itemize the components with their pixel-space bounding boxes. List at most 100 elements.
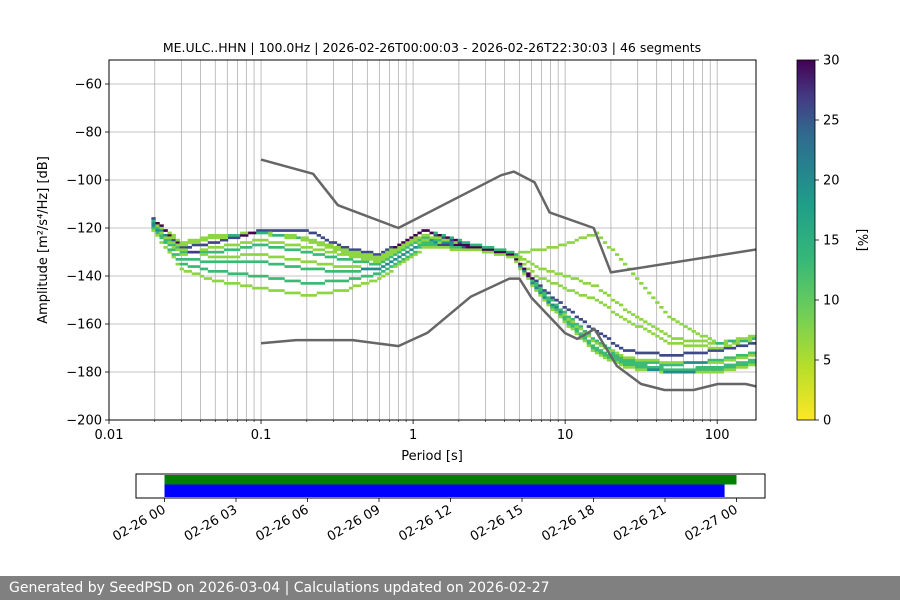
psd-cell <box>655 301 660 304</box>
psd-cell <box>635 368 640 372</box>
psd-cell <box>465 241 471 244</box>
psd-cell <box>699 370 704 374</box>
psd-cell <box>425 229 430 232</box>
psd-cell <box>312 231 317 235</box>
psd-cell <box>538 286 543 290</box>
psd-cell <box>719 349 725 352</box>
psd-cell <box>614 253 620 256</box>
psd-cell <box>219 250 225 254</box>
psd-cell <box>151 217 156 220</box>
psd-cell <box>606 306 612 309</box>
psd-cell <box>590 296 596 300</box>
psd-cell <box>586 234 592 237</box>
psd-cell <box>614 351 620 355</box>
psd-cell <box>574 332 579 336</box>
psd-cell <box>288 243 293 247</box>
psd-cell <box>453 246 459 249</box>
psd-cell <box>264 260 269 264</box>
psd-cell <box>566 274 571 278</box>
psd-cell <box>320 291 326 295</box>
psd-cell <box>691 351 696 355</box>
psd-cell <box>236 248 241 252</box>
psd-cell <box>324 243 330 247</box>
psd-cell <box>433 238 438 242</box>
psd-cell <box>191 250 197 254</box>
psd-cell <box>227 234 233 237</box>
psd-cell <box>679 322 684 326</box>
psd-cell <box>598 351 604 355</box>
psd-cell <box>231 272 237 276</box>
psd-cell <box>586 332 592 336</box>
psd-cell <box>433 243 438 247</box>
psd-cell <box>260 243 265 247</box>
psd-cell <box>344 246 350 249</box>
psd-cell <box>227 282 233 285</box>
psd-cell <box>348 248 354 252</box>
psd-cell <box>276 241 281 244</box>
psd-cell <box>248 274 253 278</box>
psd-cell <box>518 262 523 266</box>
psd-cell <box>244 234 249 237</box>
psd-cell <box>731 368 737 372</box>
psd-cell <box>522 267 527 271</box>
psd-cell <box>610 351 616 355</box>
psd-cell <box>219 270 225 273</box>
psd-cell <box>268 255 273 259</box>
psd-cell <box>534 289 539 292</box>
psd-cell <box>292 243 297 247</box>
footer: Generated by SeedPSD on 2026-03-04 | Cal… <box>0 576 900 600</box>
psd-cell <box>526 277 531 280</box>
psd-cell <box>485 250 491 254</box>
psd-cell <box>268 234 273 237</box>
psd-cell <box>735 363 741 367</box>
psd-cell <box>441 234 446 237</box>
colorbar-tick-label: 25 <box>823 114 840 129</box>
psd-cell <box>352 284 358 288</box>
psd-cell <box>485 246 491 249</box>
psd-cell <box>244 260 249 264</box>
psd-cell <box>574 322 579 326</box>
psd-cell <box>288 258 293 261</box>
psd-cell <box>179 248 184 252</box>
psd-cell <box>566 322 571 326</box>
psd-cell <box>590 346 596 350</box>
psd-cell <box>627 349 632 352</box>
psd-cell <box>256 253 261 256</box>
psd-cell <box>417 246 422 249</box>
psd-cell <box>316 282 321 285</box>
psd-cell <box>405 250 410 254</box>
psd-cell <box>195 241 201 244</box>
psd-cell <box>356 270 362 273</box>
psd-cell <box>453 248 459 252</box>
psd-cell <box>352 277 358 280</box>
psd-cell <box>256 238 261 242</box>
psd-cell <box>360 274 366 278</box>
psd-cell <box>385 258 390 261</box>
psd-cell <box>163 234 168 237</box>
noise-model-nhnm <box>260 158 756 274</box>
psd-cell <box>300 238 305 242</box>
psd-cell <box>373 279 378 283</box>
psd-cell <box>489 246 495 249</box>
psd-cell <box>663 339 668 343</box>
psd-cell <box>655 334 660 338</box>
psd-cell <box>393 246 398 249</box>
psd-cell <box>622 366 628 369</box>
psd-cell <box>256 229 261 232</box>
psd-cell <box>175 262 180 266</box>
psd-cell <box>723 356 729 360</box>
psd-cell <box>675 363 680 367</box>
psd-cell <box>546 298 551 302</box>
psd-cell <box>751 363 756 367</box>
psd-cell <box>651 358 656 362</box>
psd-cell <box>461 246 467 249</box>
psd-cell <box>679 337 684 340</box>
psd-cell <box>751 342 756 345</box>
psd-cell <box>332 289 338 292</box>
psd-cell <box>437 241 442 244</box>
psd-cell <box>711 349 716 352</box>
psd-cell <box>199 274 205 278</box>
psd-cell <box>356 284 362 288</box>
psd-cell <box>421 241 426 244</box>
psd-cell <box>675 368 680 372</box>
